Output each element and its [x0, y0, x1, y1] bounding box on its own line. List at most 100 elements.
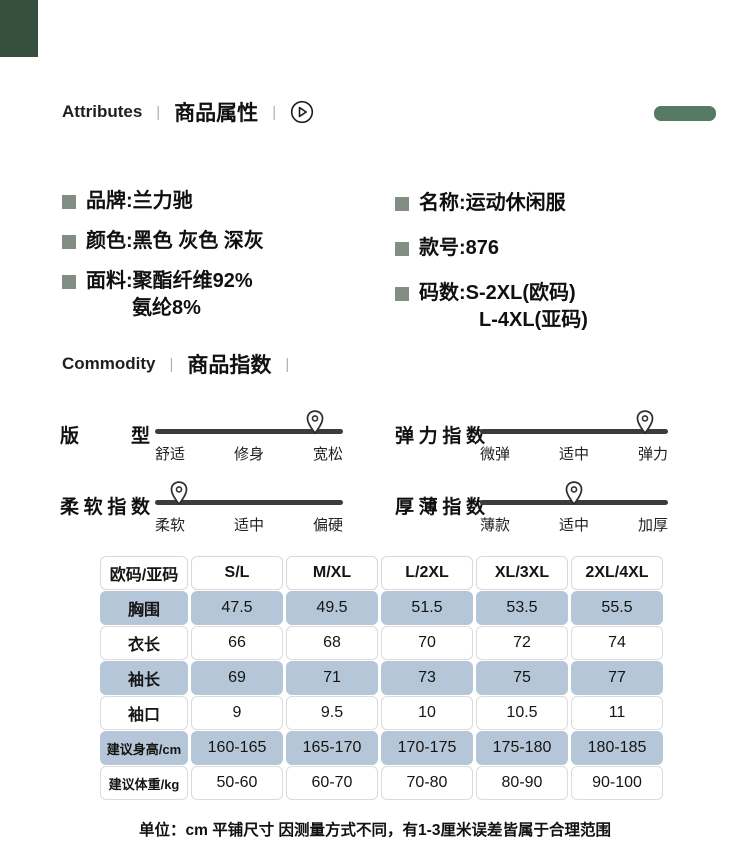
- divider: |: [272, 103, 277, 121]
- table-row-label: 建议体重/kg: [100, 766, 188, 800]
- table-cell: 9: [191, 696, 283, 730]
- bullet-icon: [62, 275, 76, 289]
- table-cell: 160-165: [191, 731, 283, 765]
- commodity-section-header: Commodity | 商品指数 |: [62, 348, 289, 380]
- slider-name-fit: 版型: [60, 426, 150, 447]
- table-cell: 75: [476, 661, 568, 695]
- attributes-section-header: Attributes | 商品属性 |: [62, 96, 314, 128]
- bullet-icon: [62, 195, 76, 209]
- table-cell: 69: [191, 661, 283, 695]
- slider-elasticity: 微弹 适中 弹力: [480, 410, 668, 464]
- attr-item-color: 颜色:黑色 灰色 深灰: [62, 228, 382, 255]
- attributes-right-column: 名称:运动休闲服 款号:876 码数:S-2XL(欧码) L-4XL(亚码): [395, 190, 725, 352]
- table-header-cell: M/XL: [286, 556, 378, 590]
- table-header-cell: XL/3XL: [476, 556, 568, 590]
- table-cell: 175-180: [476, 731, 568, 765]
- table-header-cell: L/2XL: [381, 556, 473, 590]
- table-header-cell: 2XL/4XL: [571, 556, 663, 590]
- attr-text-style-number: 款号:876: [419, 237, 500, 259]
- slider-scale-label: 偏硬: [312, 517, 343, 534]
- table-cell: 74: [571, 626, 663, 660]
- table-cell: 70-80: [381, 766, 473, 800]
- slider-scale-label: 舒适: [155, 446, 186, 463]
- attr-text-fabric-line2: 氨纶8%: [132, 297, 201, 319]
- slider-scale-label: 适中: [558, 517, 589, 534]
- table-cell: 51.5: [381, 591, 473, 625]
- attr-item-sizes: 码数:S-2XL(欧码) L-4XL(亚码): [395, 280, 725, 334]
- bullet-icon: [395, 287, 409, 301]
- slider-scale-label: 微弹: [480, 446, 511, 463]
- divider: |: [169, 355, 174, 373]
- table-cell: 70: [381, 626, 473, 660]
- section-title-zh: 商品属性: [174, 102, 259, 125]
- bullet-icon: [395, 242, 409, 256]
- attr-text-name: 名称:运动休闲服: [419, 192, 566, 214]
- header-pill-decoration: [654, 106, 716, 121]
- attr-item-name: 名称:运动休闲服: [395, 190, 725, 217]
- slider-pin-icon: [637, 410, 654, 434]
- attr-item-brand: 品牌:兰力驰: [62, 188, 382, 215]
- bullet-icon: [395, 197, 409, 211]
- corner-decoration: [0, 0, 38, 57]
- slider-name-elasticity: 弹力指数: [395, 426, 485, 447]
- slider-scale-label: 加厚: [637, 517, 668, 534]
- table-cell: 53.5: [476, 591, 568, 625]
- table-cell: 77: [571, 661, 663, 695]
- section-title-zh: 商品指数: [187, 354, 272, 377]
- table-row-label: 袖长: [100, 661, 188, 695]
- size-table: 欧码/亚码 S/L M/XL L/2XL XL/3XL 2XL/4XL 胸围 4…: [100, 556, 663, 800]
- slider-pin-icon: [306, 410, 324, 434]
- attr-text-color: 颜色:黑色 灰色 深灰: [86, 230, 264, 252]
- attributes-left-column: 品牌:兰力驰 颜色:黑色 灰色 深灰 面料:聚酯纤维92% 氨纶8%: [62, 188, 382, 335]
- table-header-cell: 欧码/亚码: [100, 556, 188, 590]
- attr-text-sizes: 码数:S-2XL(欧码): [419, 282, 576, 304]
- slider-scale-label: 适中: [558, 446, 589, 463]
- play-circle-icon: [290, 100, 314, 124]
- slider-pin-icon: [171, 481, 188, 505]
- table-cell: 73: [381, 661, 473, 695]
- table-row-label: 胸围: [100, 591, 188, 625]
- table-cell: 55.5: [571, 591, 663, 625]
- section-title-en: Commodity: [62, 354, 156, 373]
- slider-line: [155, 500, 343, 505]
- table-cell: 170-175: [381, 731, 473, 765]
- table-cell: 72: [476, 626, 568, 660]
- slider-scale-label: 修身: [233, 446, 264, 463]
- table-cell: 180-185: [571, 731, 663, 765]
- slider-fit: 舒适 修身 宽松: [155, 410, 343, 464]
- slider-scale-label: 宽松: [312, 446, 343, 463]
- table-row-label: 建议身高/cm: [100, 731, 188, 765]
- table-cell: 68: [286, 626, 378, 660]
- table-cell: 49.5: [286, 591, 378, 625]
- table-cell: 80-90: [476, 766, 568, 800]
- slider-scale-label: 弹力: [637, 446, 668, 463]
- table-cell: 90-100: [571, 766, 663, 800]
- table-cell: 10: [381, 696, 473, 730]
- divider: |: [285, 355, 290, 373]
- slider-line: [155, 429, 343, 434]
- attr-item-fabric: 面料:聚酯纤维92% 氨纶8%: [62, 268, 382, 322]
- slider-pin-icon: [565, 481, 583, 505]
- table-cell: 60-70: [286, 766, 378, 800]
- slider-scale-label: 柔软: [155, 517, 186, 534]
- slider-name-softness: 柔软指数: [60, 497, 150, 518]
- slider-thickness: 薄款 适中 加厚: [480, 481, 668, 535]
- attr-item-style-number: 款号:876: [395, 235, 725, 262]
- slider-softness: 柔软 适中 偏硬: [155, 481, 343, 535]
- table-row-label: 袖口: [100, 696, 188, 730]
- attr-text-brand: 品牌:兰力驰: [86, 190, 193, 212]
- table-cell: 11: [571, 696, 663, 730]
- slider-name-thickness: 厚薄指数: [395, 497, 485, 518]
- slider-scale-label: 薄款: [480, 517, 511, 534]
- slider-line: [480, 429, 668, 434]
- attr-text-fabric: 面料:聚酯纤维92%: [86, 270, 253, 292]
- table-cell: 10.5: [476, 696, 568, 730]
- bullet-icon: [62, 235, 76, 249]
- table-cell: 9.5: [286, 696, 378, 730]
- divider: |: [156, 103, 161, 121]
- section-title-en: Attributes: [62, 102, 143, 121]
- table-cell: 66: [191, 626, 283, 660]
- measurement-note: 单位：cm 平铺尺寸 因测量方式不同，有1-3厘米误差皆属于合理范围: [139, 822, 611, 839]
- table-row-label: 衣长: [100, 626, 188, 660]
- table-cell: 165-170: [286, 731, 378, 765]
